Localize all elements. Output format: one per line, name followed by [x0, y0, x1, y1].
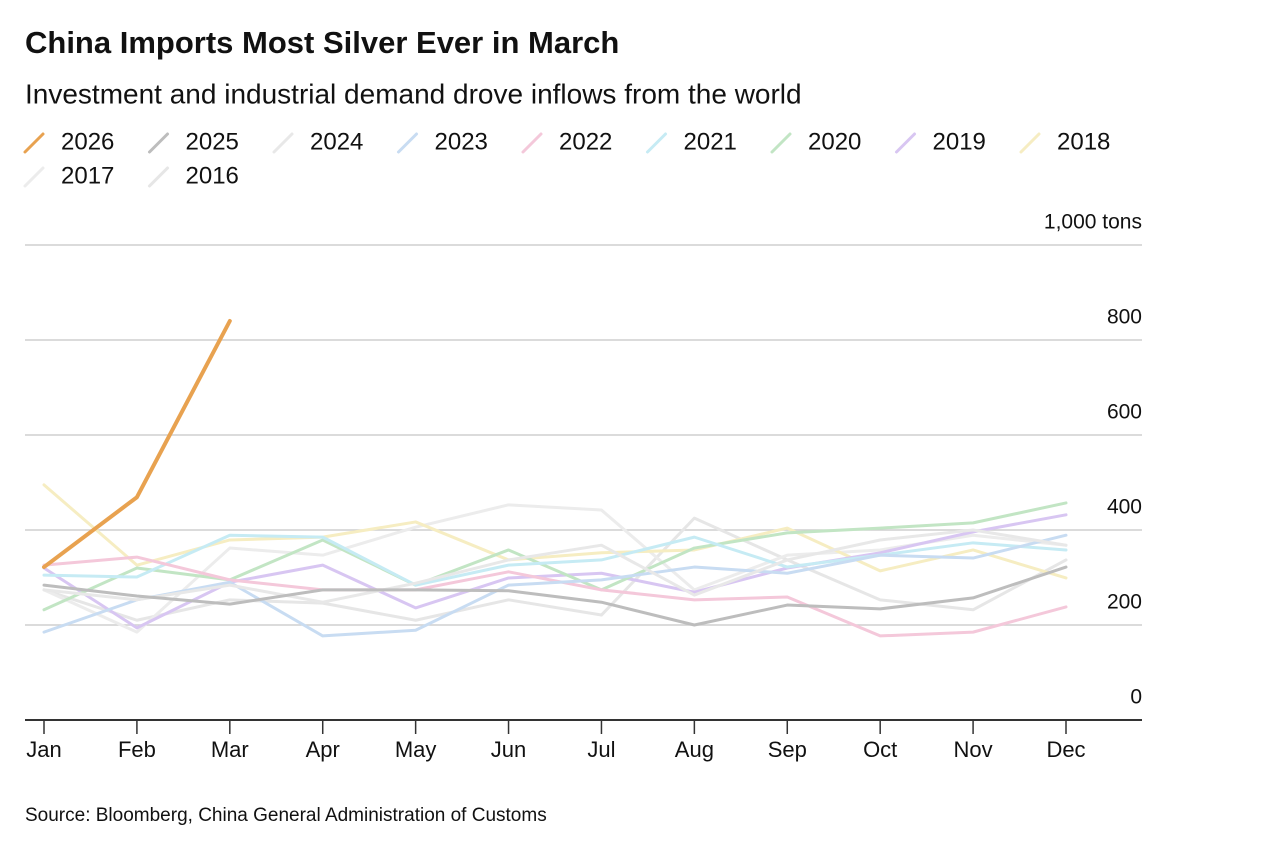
source: Source: Bloomberg, China General Adminis… — [25, 805, 547, 826]
legend-swatch — [770, 132, 792, 154]
x-tick-label: Sep — [768, 737, 807, 762]
x-tick-label: Apr — [306, 737, 340, 762]
legend-label: 2025 — [186, 128, 239, 155]
legend-swatch — [23, 166, 45, 188]
y-tick-label: 400 — [1107, 496, 1142, 519]
series-line — [42, 501, 1068, 612]
legend-swatch — [397, 132, 418, 154]
legend-swatch — [23, 132, 45, 154]
legend-label: 2024 — [310, 128, 363, 155]
x-tick-label: Jan — [26, 737, 61, 762]
legend-label: 2017 — [61, 162, 114, 189]
legend-label: 2023 — [435, 128, 488, 155]
x-tick-label: Mar — [211, 737, 249, 762]
legend-swatch — [272, 132, 294, 154]
legend-label: 2022 — [559, 128, 612, 155]
legend-swatch — [521, 132, 543, 154]
y-tick-label: 0 — [1130, 686, 1142, 709]
series-line — [42, 503, 1068, 634]
y-tick-label: 200 — [1107, 591, 1142, 614]
series-line — [42, 565, 1068, 627]
legend-label: 2026 — [61, 128, 114, 155]
series-line — [42, 483, 1068, 580]
x-tick-label: Nov — [954, 737, 993, 762]
chart-subtitle: Investment and industrial demand drove i… — [25, 78, 802, 109]
x-tick-label: Jun — [491, 737, 526, 762]
legend-swatch — [148, 166, 169, 188]
legend-label: 2021 — [684, 128, 737, 155]
x-tick-label: Oct — [863, 737, 897, 762]
chart-title: China Imports Most Silver Ever in March — [25, 25, 619, 60]
series-line — [42, 528, 1068, 604]
series-line — [42, 319, 232, 570]
x-tick-label: Dec — [1046, 737, 1085, 762]
x-tick-label: Aug — [675, 737, 714, 762]
legend-swatch — [1019, 132, 1041, 154]
series-line — [42, 533, 1068, 587]
x-tick-label: May — [395, 737, 437, 762]
series-line — [42, 533, 1068, 638]
legend-label: 2019 — [933, 128, 986, 155]
legend-swatch — [895, 132, 916, 154]
x-tick-label: Feb — [118, 737, 156, 762]
y-tick-label: 800 — [1107, 306, 1142, 329]
y-tick-label: 600 — [1107, 401, 1142, 424]
x-tick-label: Jul — [587, 737, 615, 762]
legend-swatch — [148, 132, 169, 154]
series-line — [42, 555, 1068, 638]
y-tick-label: 1,000 tons — [1044, 211, 1142, 234]
legend-label: 2018 — [1057, 128, 1110, 155]
legend-label: 2020 — [808, 128, 861, 155]
legend-swatch — [646, 132, 667, 154]
legend-label: 2016 — [186, 162, 239, 189]
series-line — [42, 513, 1068, 630]
